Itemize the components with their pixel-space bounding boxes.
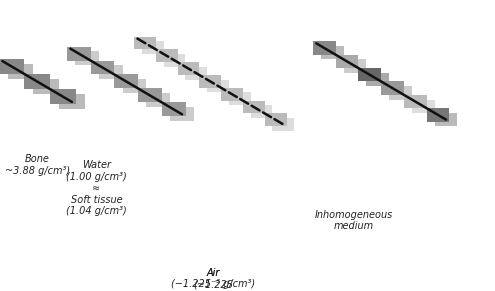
Bar — [229, 92, 250, 105]
Bar — [344, 59, 366, 73]
Bar — [358, 68, 381, 81]
Bar — [389, 86, 412, 100]
Bar — [170, 107, 194, 121]
Bar — [336, 55, 358, 68]
Bar — [0, 59, 24, 74]
Bar — [427, 108, 449, 122]
Bar — [99, 65, 123, 79]
Bar — [114, 74, 138, 88]
Bar — [138, 88, 162, 102]
Bar — [24, 74, 50, 89]
Bar — [185, 67, 207, 79]
Bar — [147, 93, 170, 107]
Bar — [404, 95, 427, 108]
Bar — [321, 46, 344, 59]
Bar — [221, 88, 243, 101]
Bar — [123, 79, 147, 93]
Bar — [67, 47, 91, 61]
Bar — [412, 100, 435, 113]
Bar — [199, 75, 221, 88]
Bar — [162, 102, 186, 116]
Bar — [91, 61, 114, 74]
Bar — [381, 81, 404, 95]
Text: Inhomogeneous
medium: Inhomogeneous medium — [315, 210, 393, 231]
Text: Water
(1.00 g/cm³)
≈
Soft tissue
(1.04 g/cm³): Water (1.00 g/cm³) ≈ Soft tissue (1.04 g… — [66, 160, 127, 217]
Text: Bone
~3.88 g/cm³): Bone ~3.88 g/cm³) — [5, 154, 70, 176]
Bar — [50, 89, 76, 104]
Bar — [33, 79, 59, 94]
Bar — [435, 113, 457, 126]
Bar — [142, 41, 163, 54]
Text: Air
(~1.225: Air (~1.225 — [193, 268, 233, 289]
Bar — [59, 94, 85, 109]
Bar — [134, 37, 156, 49]
Bar — [7, 64, 33, 79]
Bar — [313, 41, 336, 55]
Bar — [250, 105, 272, 118]
Bar — [163, 54, 185, 67]
Bar — [75, 52, 99, 65]
Bar — [178, 62, 199, 75]
Bar — [207, 79, 229, 92]
Bar — [366, 73, 389, 86]
Bar — [265, 113, 287, 126]
Text: Air
(−1.225⁻³ g/cm³): Air (−1.225⁻³ g/cm³) — [171, 268, 255, 289]
Bar — [243, 101, 265, 113]
Bar — [156, 49, 178, 62]
Bar — [272, 118, 294, 131]
